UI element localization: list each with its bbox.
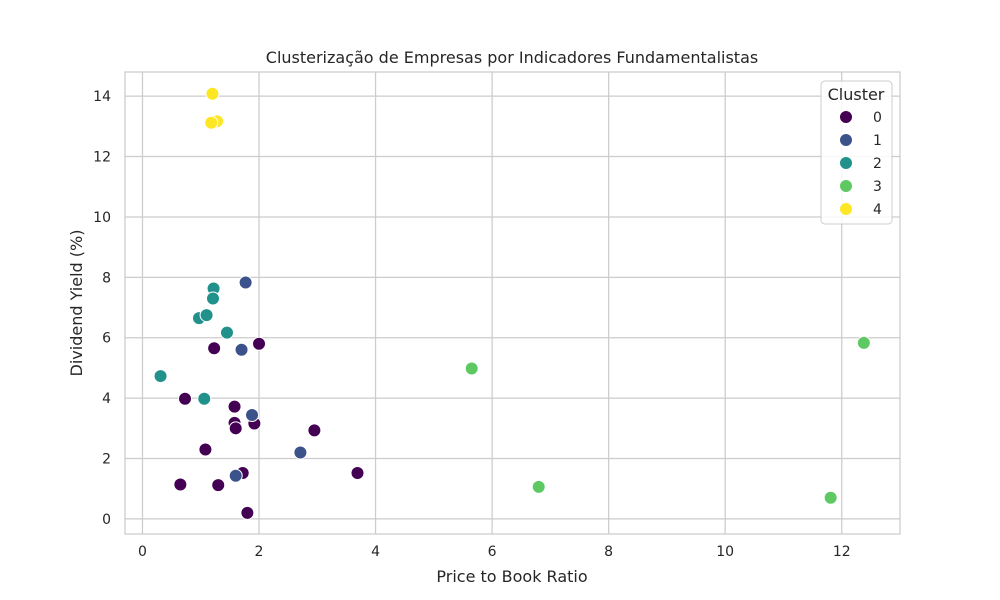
y-tick-label: 6 [102, 331, 111, 347]
data-point-cluster-4 [204, 115, 219, 130]
x-tick-label: 2 [255, 544, 264, 560]
x-tick-label: 0 [138, 544, 147, 560]
data-point-cluster-0 [198, 442, 213, 457]
data-point-cluster-0 [211, 478, 226, 493]
data-point-cluster-0 [207, 341, 222, 356]
legend-label-2: 2 [873, 156, 882, 172]
y-tick-label: 2 [102, 452, 111, 468]
x-tick-label: 10 [716, 544, 734, 560]
data-point-cluster-0 [240, 505, 255, 520]
legend-marker-1 [839, 133, 853, 147]
data-point-cluster-2 [219, 325, 234, 340]
legend-entries: 0 1 2 3 4 [839, 110, 882, 218]
y-tick-label: 10 [93, 210, 111, 226]
x-tick-labels: 0 2 4 6 8 10 12 [138, 544, 851, 560]
legend-label-0: 0 [873, 110, 882, 126]
y-tick-label: 0 [102, 512, 111, 528]
legend-title: Cluster [828, 85, 885, 104]
data-point-cluster-4 [205, 86, 220, 101]
grid-lines [125, 72, 900, 534]
data-point-cluster-1 [245, 408, 260, 423]
data-point-cluster-1 [234, 342, 249, 357]
y-tick-labels: 0 2 4 6 8 10 12 14 [93, 89, 111, 528]
data-point-cluster-1 [238, 275, 253, 290]
chart-title: Clusterização de Empresas por Indicadore… [266, 48, 758, 67]
x-axis-label: Price to Book Ratio [436, 567, 587, 586]
y-tick-label: 14 [93, 89, 111, 105]
y-tick-label: 12 [93, 150, 111, 166]
data-point-cluster-0 [228, 421, 243, 436]
data-point-cluster-1 [293, 445, 308, 460]
legend-marker-0 [839, 110, 853, 124]
plot-frame [124, 71, 901, 535]
data-point-cluster-0 [178, 391, 193, 406]
legend-label-4: 4 [873, 202, 882, 218]
data-point-cluster-0 [307, 423, 322, 438]
legend: Cluster 0 1 2 3 4 [820, 80, 893, 225]
data-point-cluster-2 [197, 391, 212, 406]
data-point-cluster-0 [227, 399, 242, 414]
legend-marker-2 [839, 156, 853, 170]
data-point-cluster-2 [199, 308, 214, 323]
y-tick-label: 8 [102, 270, 111, 286]
data-point-cluster-0 [252, 336, 267, 351]
data-point-cluster-3 [823, 490, 838, 505]
legend-label-3: 3 [873, 179, 882, 195]
data-point-cluster-3 [464, 361, 479, 376]
data-point-cluster-3 [856, 335, 871, 350]
legend-label-1: 1 [873, 133, 882, 149]
x-tick-label: 12 [833, 544, 851, 560]
data-point-cluster-3 [531, 479, 546, 494]
data-point-cluster-0 [350, 466, 365, 481]
legend-marker-4 [839, 202, 853, 216]
legend-marker-3 [839, 179, 853, 193]
x-tick-label: 6 [488, 544, 497, 560]
data-point-cluster-2 [205, 291, 220, 306]
x-tick-label: 8 [604, 544, 613, 560]
data-point-cluster-0 [173, 477, 188, 492]
y-axis-label: Dividend Yield (%) [67, 230, 86, 377]
x-tick-label: 4 [371, 544, 380, 560]
y-tick-label: 4 [102, 391, 111, 407]
data-points [153, 86, 871, 520]
plot-background [125, 72, 900, 534]
data-point-cluster-1 [228, 468, 243, 483]
data-point-cluster-2 [153, 369, 168, 384]
legend-box [820, 80, 893, 225]
